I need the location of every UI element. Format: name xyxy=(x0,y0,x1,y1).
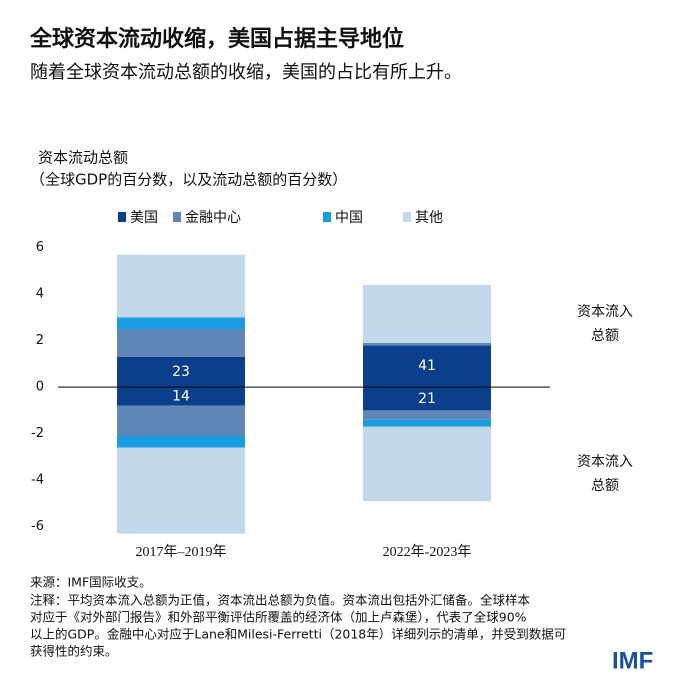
legend-swatch xyxy=(403,212,411,222)
y-axis-label: 资本流动总额 xyxy=(38,149,128,167)
y-tick-label: 0 xyxy=(36,380,44,395)
side-label: 资本流入 xyxy=(577,454,633,470)
side-label: 资本流入 xyxy=(577,304,633,320)
bar-segment xyxy=(117,436,245,448)
y-tick-label: 6 xyxy=(36,240,44,255)
chart-title: 全球资本流动收缩，美国占据主导地位 xyxy=(29,26,404,52)
legend-swatch xyxy=(118,212,126,222)
bar-segment xyxy=(117,405,245,437)
legend-swatch xyxy=(173,212,181,222)
bar-segment xyxy=(117,387,245,406)
legend-swatch xyxy=(323,212,331,222)
y-tick-label: 4 xyxy=(36,287,44,302)
bar-segment xyxy=(117,447,245,534)
y-tick-label: 2 xyxy=(36,333,44,348)
share-label: 41 xyxy=(418,358,436,374)
source: 来源：IMF国际收支。 xyxy=(30,575,152,590)
bar-segment xyxy=(363,426,491,502)
bar-segment xyxy=(117,317,245,330)
bar-segment xyxy=(363,345,491,388)
legend-label: 中国 xyxy=(335,210,363,226)
bar-segment xyxy=(117,254,245,318)
chart-subtitle: 随着全球资本流动总额的收缩，美国的占比有所上升。 xyxy=(30,62,462,83)
note: 以上的GDP。金融中心对应于Lane和Milesi-Ferretti（2018年… xyxy=(30,627,566,642)
side-label: 总额 xyxy=(591,328,619,344)
share-label: 23 xyxy=(172,364,190,380)
y-axis-label: （全球GDP的百分数，以及流动总额的百分数） xyxy=(30,171,347,189)
note: 对应于《对外部门报告》和外部平衡评估所覆盖的经济体（加上卢森堡），代表了全球90… xyxy=(30,610,527,625)
legend-label: 其他 xyxy=(415,210,443,226)
bar-segment xyxy=(363,387,491,411)
bar-segment xyxy=(363,410,491,420)
note: 注释：平均资本流入总额为正值，资本流出总额为负值。资本流出包括外汇储备。全球样本 xyxy=(30,593,531,608)
x-tick-label: 2017年–2019年 xyxy=(136,544,227,560)
legend-label: 美国 xyxy=(130,210,158,226)
bar-segment xyxy=(117,356,245,388)
y-tick-label: -6 xyxy=(31,519,44,534)
bar-segment xyxy=(363,419,491,427)
note: 获得性的约束。 xyxy=(30,644,118,659)
logo: IMF xyxy=(612,647,653,674)
bar-segment xyxy=(363,284,491,343)
bar-segment xyxy=(363,342,491,346)
share-label: 21 xyxy=(418,391,436,407)
bar-segment xyxy=(117,329,245,357)
y-tick-label: -2 xyxy=(31,426,44,441)
legend-label: 金融中心 xyxy=(185,210,241,226)
y-tick-label: -4 xyxy=(31,473,44,488)
share-label: 14 xyxy=(172,388,190,404)
side-label: 总额 xyxy=(591,478,619,494)
x-tick-label: 2022年-2023年 xyxy=(383,544,472,560)
